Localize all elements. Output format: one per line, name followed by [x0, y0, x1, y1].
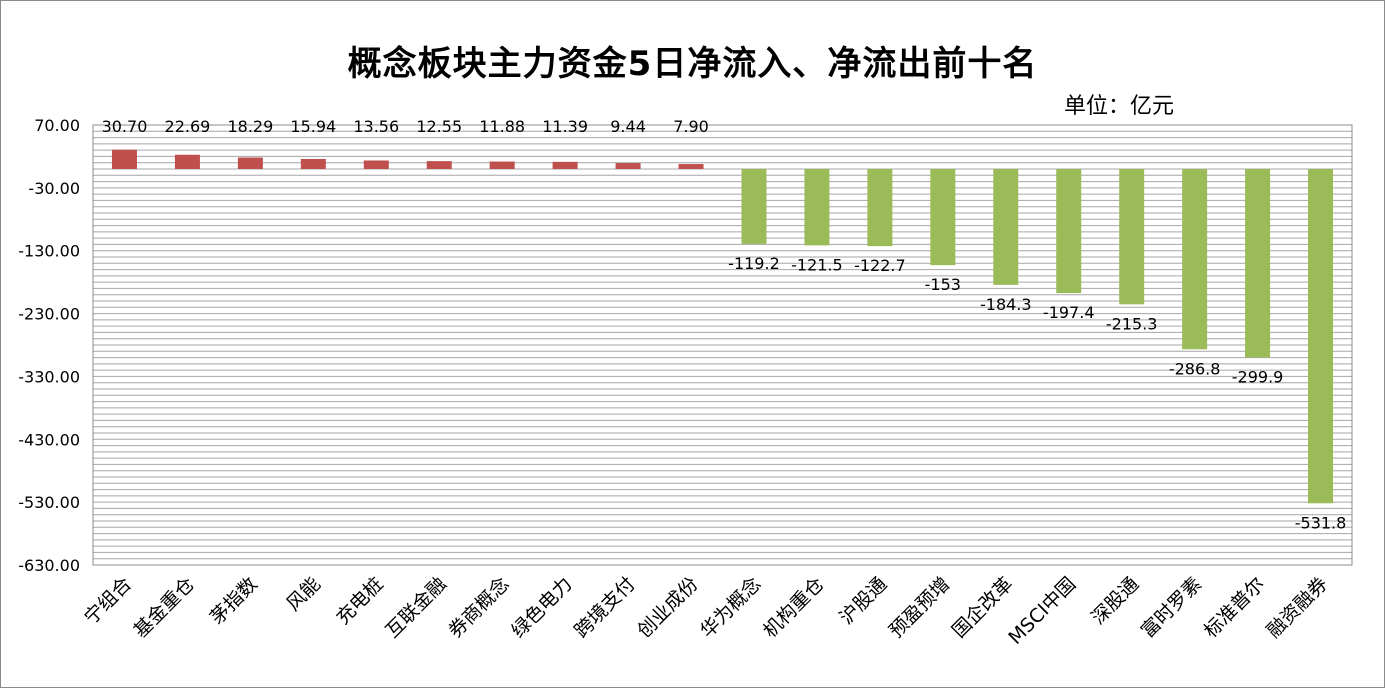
bar [1119, 169, 1145, 305]
category-label: 券商概念 [444, 572, 514, 642]
category-label: 富时罗素 [1137, 573, 1206, 642]
data-label: -286.8 [1169, 359, 1221, 378]
data-label: 12.55 [416, 117, 462, 136]
y-tick-label: -530.00 [18, 493, 80, 512]
bar [1182, 169, 1208, 350]
data-label: -531.8 [1295, 513, 1347, 532]
category-label: 互联金融 [381, 573, 450, 642]
bar [174, 154, 200, 169]
bar [804, 169, 830, 246]
category-label: 机构重仓 [759, 573, 828, 642]
bar [426, 161, 452, 169]
y-tick-label: 70.00 [34, 116, 80, 135]
data-label: 11.88 [479, 117, 525, 136]
bar [552, 161, 578, 169]
category-label: MSCI中国 [1004, 573, 1080, 649]
category-label: 预盈预增 [885, 573, 954, 642]
bar [1056, 169, 1082, 294]
data-label: -119.2 [728, 254, 780, 273]
data-label: 15.94 [290, 117, 336, 136]
bar [615, 163, 641, 169]
unit-label: 单位：亿元 [1064, 94, 1175, 119]
plot-area [92, 124, 1353, 566]
y-tick-label: -230.00 [18, 305, 80, 324]
category-label: 绿色电力 [507, 573, 576, 642]
y-tick-label: -130.00 [18, 242, 80, 261]
y-tick-label: -430.00 [18, 430, 80, 449]
category-label: 基金重仓 [130, 573, 199, 642]
category-label: 融资融券 [1263, 573, 1332, 642]
data-label: -153 [925, 275, 961, 294]
bar [1308, 169, 1334, 504]
data-label: -197.4 [1043, 303, 1095, 322]
category-label: 风能 [282, 573, 324, 615]
data-label: 11.39 [542, 117, 588, 136]
category-label: 茅指数 [206, 573, 262, 629]
data-label: 9.44 [610, 117, 646, 136]
y-tick-label: -630.00 [18, 556, 80, 575]
category-label: 跨境支付 [570, 573, 639, 642]
data-label: -122.7 [854, 256, 906, 275]
bar [300, 158, 326, 169]
bar [363, 160, 389, 169]
category-label: 充电桩 [332, 573, 388, 629]
chart-title: 概念板块主力资金5日净流入、净流出前十名 [347, 44, 1038, 84]
data-label: -121.5 [791, 255, 843, 274]
bar [741, 169, 767, 244]
data-label: -299.9 [1232, 368, 1284, 387]
bar [930, 169, 956, 266]
bar [867, 169, 893, 247]
y-tick-label: -330.00 [18, 367, 80, 386]
data-label: 7.90 [673, 117, 709, 136]
y-tick-label: -30.00 [28, 179, 80, 198]
category-label: 宁组合 [80, 573, 136, 629]
category-label: 沪股通 [836, 573, 892, 629]
data-label: -184.3 [980, 295, 1032, 314]
bar [993, 169, 1019, 285]
data-label: 18.29 [227, 117, 273, 136]
data-label: 22.69 [165, 117, 211, 136]
bar [1245, 169, 1271, 358]
category-label: 标准普尔 [1200, 573, 1269, 642]
category-label: 创业成份 [633, 573, 702, 642]
bar [111, 149, 137, 169]
bar [678, 164, 704, 169]
bar [489, 161, 515, 169]
category-label: 深股通 [1087, 573, 1143, 629]
data-label: 30.70 [102, 117, 148, 136]
category-label: 华为概念 [695, 572, 765, 642]
bar [237, 157, 263, 169]
data-label: 13.56 [353, 117, 399, 136]
data-label: -215.3 [1106, 314, 1158, 333]
